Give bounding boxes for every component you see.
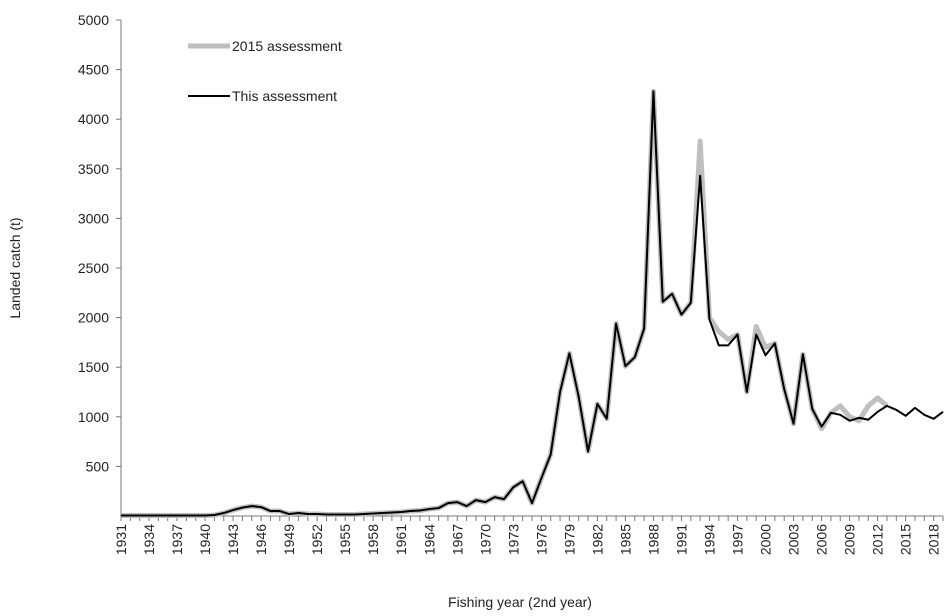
x-tick-label: 1946 xyxy=(253,524,269,555)
x-tick-label: 1982 xyxy=(589,524,605,555)
x-tick-label: 1952 xyxy=(309,524,325,555)
x-tick-label: 2012 xyxy=(870,524,886,555)
x-tick-label: 1976 xyxy=(533,524,549,555)
y-tick-label: 500 xyxy=(86,458,110,474)
y-tick-label: 2000 xyxy=(78,310,109,326)
x-tick-label: 2003 xyxy=(786,524,802,555)
x-tick-label: 1970 xyxy=(477,524,493,555)
x-tick-label: 1961 xyxy=(393,524,409,555)
x-tick-label: 1958 xyxy=(365,524,381,555)
x-tick-label: 1988 xyxy=(645,524,661,555)
x-tick-label: 1955 xyxy=(337,524,353,555)
y-tick-label: 1500 xyxy=(78,359,109,375)
x-axis-label: Fishing year (2nd year) xyxy=(448,594,592,610)
y-tick-label: 3000 xyxy=(78,210,109,226)
data-line xyxy=(121,88,889,518)
x-tick-label: 2018 xyxy=(926,524,942,555)
legend-label: This assessment xyxy=(232,88,337,104)
x-tick-label: 1937 xyxy=(169,524,185,555)
x-tick-label: 1964 xyxy=(421,524,437,555)
x-tick-label: 1973 xyxy=(505,524,521,555)
y-tick-label: 5000 xyxy=(78,12,109,28)
y-tick-label: 2500 xyxy=(78,260,109,276)
x-tick-label: 1985 xyxy=(617,524,633,555)
y-tick-label: 3500 xyxy=(78,161,109,177)
x-tick-label: 1931 xyxy=(113,524,129,555)
y-tick-label: 4000 xyxy=(78,111,109,127)
x-tick-label: 2006 xyxy=(814,524,830,555)
x-tick-label: 1967 xyxy=(449,524,465,555)
x-tick-label: 2000 xyxy=(758,524,774,555)
x-tick-label: 1940 xyxy=(197,524,213,555)
x-tick-label: 1934 xyxy=(141,524,157,555)
x-tick-label: 2015 xyxy=(898,524,914,555)
x-tick-label: 1943 xyxy=(225,524,241,555)
x-tick-label: 1994 xyxy=(701,524,717,555)
legend-label: 2015 assessment xyxy=(232,38,342,54)
y-tick-label: 4500 xyxy=(78,62,109,78)
data-line xyxy=(121,90,944,517)
x-tick-label: 1997 xyxy=(730,524,746,555)
x-tick-label: 1949 xyxy=(281,524,297,555)
x-tick-label: 2009 xyxy=(842,524,858,555)
y-axis-label: Landed catch (t) xyxy=(7,217,23,318)
x-tick-label: 1979 xyxy=(561,524,577,555)
y-tick-label: 1000 xyxy=(78,409,109,425)
x-tick-label: 1991 xyxy=(673,524,689,555)
